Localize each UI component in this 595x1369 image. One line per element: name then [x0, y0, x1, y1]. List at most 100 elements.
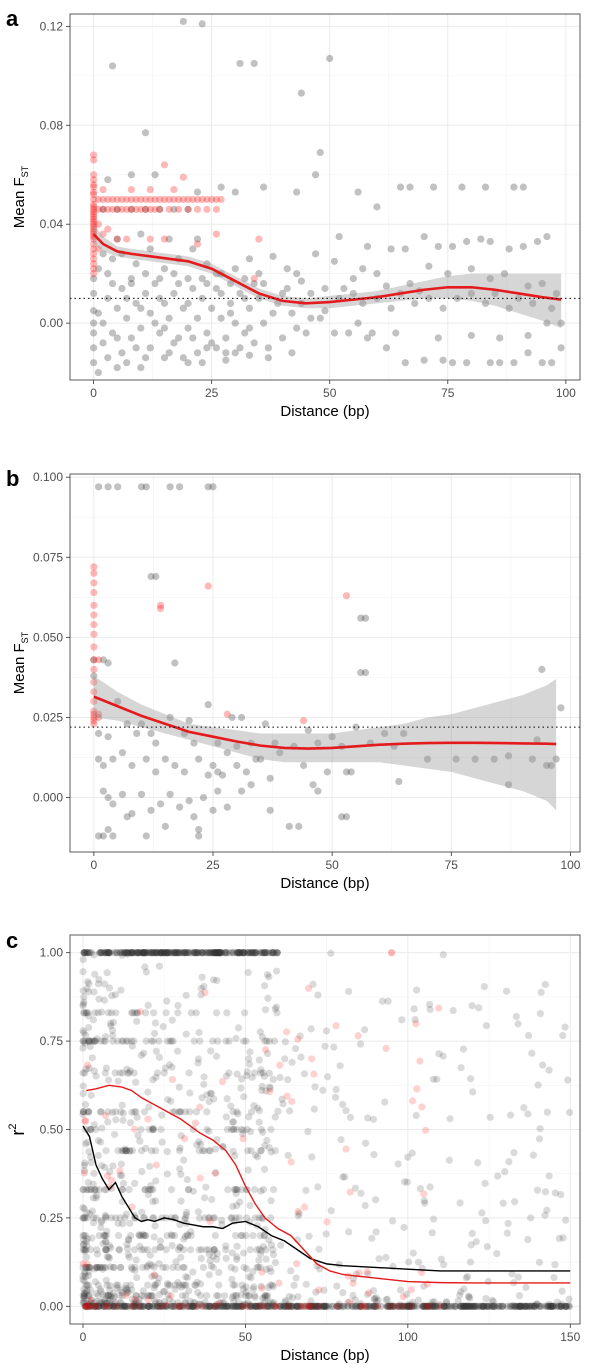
data-point — [245, 1292, 254, 1300]
data-point — [142, 949, 150, 957]
data-point — [180, 1246, 188, 1254]
data-point — [413, 1302, 421, 1310]
data-point — [266, 1302, 275, 1310]
data-point — [121, 1302, 129, 1310]
red-data-point — [258, 1284, 266, 1292]
data-point — [189, 245, 197, 253]
data-point — [80, 1240, 88, 1248]
data-point — [128, 1147, 137, 1155]
red-data-point — [90, 183, 98, 191]
data-point — [236, 949, 244, 957]
data-point — [91, 1037, 99, 1045]
data-point — [175, 1147, 184, 1155]
data-point — [97, 1008, 106, 1016]
data-point — [85, 1064, 93, 1072]
data-point — [531, 1302, 539, 1310]
data-point — [276, 1302, 284, 1310]
data-point — [107, 1301, 115, 1309]
data-point — [324, 1302, 333, 1310]
data-point — [97, 1299, 105, 1307]
data-point — [194, 949, 202, 957]
data-point — [81, 1101, 90, 1109]
data-point — [186, 1108, 194, 1116]
data-point — [99, 250, 107, 258]
red-data-point — [258, 1268, 266, 1276]
data-point — [433, 1075, 441, 1083]
data-point — [110, 1293, 118, 1301]
y-axis-title-main: Mean F — [11, 177, 28, 228]
data-point — [315, 1302, 323, 1310]
data-point — [251, 1069, 259, 1077]
data-point — [137, 1246, 146, 1254]
data-point — [288, 1058, 296, 1066]
red-data-point — [342, 592, 351, 600]
data-point — [248, 1108, 256, 1116]
data-point — [104, 1291, 112, 1299]
data-point — [510, 359, 518, 367]
data-point — [80, 998, 88, 1006]
data-point — [92, 1263, 101, 1272]
data-point — [410, 1302, 418, 1310]
data-point — [90, 656, 98, 664]
data-point — [498, 1302, 507, 1310]
data-point — [148, 949, 156, 957]
data-point — [249, 1302, 257, 1310]
data-point — [189, 1268, 197, 1276]
data-point — [344, 1299, 352, 1307]
data-point — [124, 1037, 132, 1045]
data-point — [396, 183, 405, 191]
red-data-point — [299, 717, 308, 725]
data-point — [142, 1009, 150, 1017]
data-point — [166, 1281, 174, 1289]
data-point — [182, 1281, 190, 1289]
data-point — [79, 955, 87, 964]
data-point — [165, 1295, 173, 1303]
data-point — [506, 1302, 514, 1310]
red-data-point — [103, 1172, 112, 1180]
data-point — [82, 1288, 91, 1296]
red-data-point — [373, 1302, 382, 1310]
data-point — [205, 1098, 213, 1106]
data-point — [410, 1005, 418, 1013]
data-point — [256, 949, 264, 957]
data-point — [313, 1302, 321, 1310]
data-point — [95, 1231, 103, 1240]
data-point — [557, 319, 565, 327]
data-point — [489, 1302, 497, 1310]
data-point — [480, 982, 488, 991]
data-point — [337, 1302, 345, 1310]
data-point — [310, 1105, 318, 1113]
data-point — [148, 949, 156, 957]
data-point — [220, 1299, 228, 1307]
data-point — [434, 1302, 443, 1310]
red-data-point — [156, 205, 164, 213]
data-point — [239, 1301, 247, 1309]
data-point — [147, 806, 155, 814]
data-point — [137, 1302, 145, 1310]
data-point — [134, 949, 142, 957]
data-point — [84, 1108, 93, 1116]
data-point — [108, 62, 117, 70]
data-point — [130, 1302, 139, 1310]
data-point — [389, 1302, 397, 1310]
data-point — [240, 1263, 248, 1272]
data-point — [243, 1214, 251, 1222]
data-point — [383, 1302, 391, 1310]
data-point — [127, 171, 135, 179]
data-point — [99, 1302, 107, 1310]
data-point — [541, 1188, 550, 1196]
data-point — [241, 1300, 249, 1308]
data-point — [371, 1295, 379, 1304]
data-point — [177, 1108, 185, 1116]
data-point — [88, 1302, 96, 1310]
data-point — [231, 349, 239, 357]
data-point — [137, 364, 145, 372]
data-point — [141, 1231, 149, 1240]
data-point — [187, 949, 195, 957]
data-point — [336, 1062, 344, 1070]
data-point — [352, 1302, 360, 1310]
data-point — [127, 1281, 135, 1289]
data-point — [231, 188, 239, 196]
data-point — [126, 1147, 134, 1155]
data-point — [222, 1037, 230, 1045]
